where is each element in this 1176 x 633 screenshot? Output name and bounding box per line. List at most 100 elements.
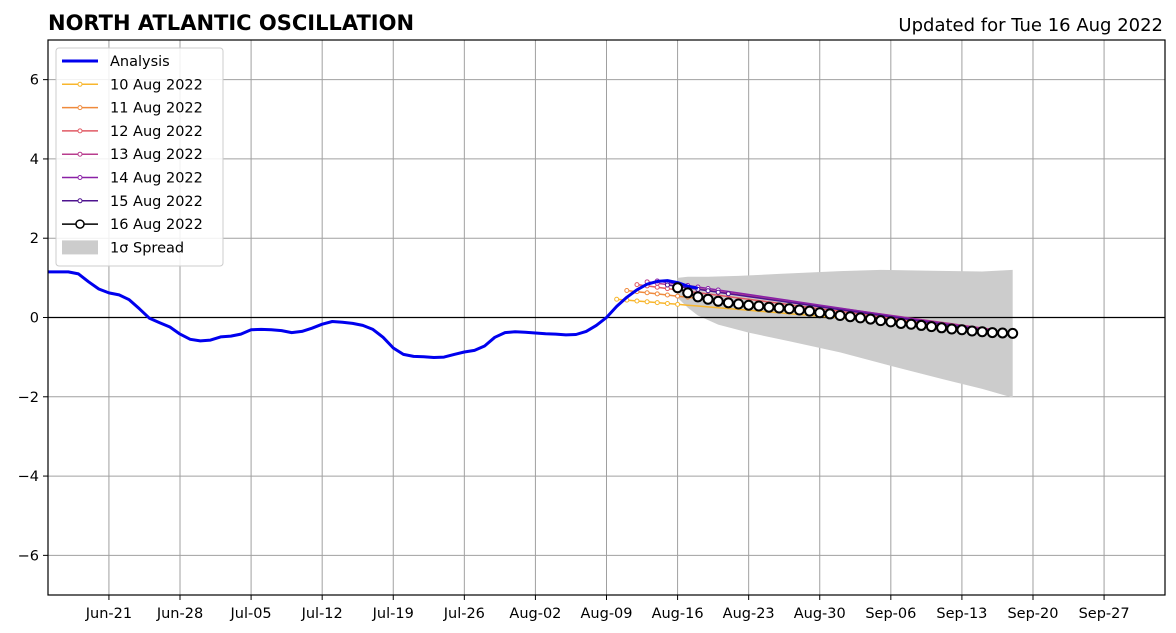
latest-forecast-point: [702, 293, 714, 305]
legend-label: 1σ Spread: [110, 240, 184, 256]
legend-marker: [77, 128, 83, 134]
legend-entry: Analysis: [62, 54, 170, 70]
legend-items: Analysis 10 Aug 2022 11 Aug 2022 12 Aug 202…: [62, 54, 203, 256]
latest-forecast-point: [997, 327, 1009, 339]
legend-label: 13 Aug 2022: [110, 147, 203, 163]
analysis-line: [48, 270, 699, 359]
legend-marker: [77, 81, 83, 87]
chart-title: NORTH ATLANTIC OSCILLATION: [48, 11, 414, 35]
x-tick-label: Aug-16: [652, 606, 704, 622]
forecast-point: [644, 299, 650, 305]
legend-label: 16 Aug 2022: [110, 217, 203, 233]
latest-forecast-point: [885, 316, 897, 328]
x-tick-label: Aug-23: [723, 606, 775, 622]
latest-forecast-point: [966, 325, 978, 337]
x-tick-label: Sep-27: [1079, 606, 1130, 622]
latest-forecast-point: [915, 319, 927, 331]
latest-forecast-point: [844, 311, 856, 323]
forecast-point: [644, 290, 650, 296]
latest-forecast-point: [733, 298, 745, 310]
forecast-point: [614, 296, 620, 302]
x-tick-label: Aug-02: [509, 606, 561, 622]
legend-label: 12 Aug 2022: [110, 124, 203, 140]
legend-label: 15 Aug 2022: [110, 194, 203, 210]
latest-forecast-point: [793, 304, 805, 316]
latest-forecast-point: [956, 324, 968, 336]
forecast-point: [624, 288, 630, 294]
legend-entry: 11 Aug 2022: [62, 101, 203, 117]
forecast-point: [654, 300, 660, 306]
legend-label: 14 Aug 2022: [110, 171, 203, 187]
legend-swatch: [62, 240, 98, 255]
forecast-point: [725, 291, 731, 297]
latest-forecast-point: [946, 323, 958, 335]
legend-box: [55, 47, 224, 267]
x-tick-label: Sep-20: [1007, 606, 1058, 622]
x-tick-label: Jul-05: [229, 606, 271, 622]
y-tick-label: −6: [18, 548, 39, 564]
forecast-point: [654, 291, 660, 297]
latest-forecast-point: [753, 300, 765, 312]
latest-forecast-point: [783, 303, 795, 315]
latest-forecast-point: [682, 287, 694, 299]
legend-entry: 1σ Spread: [62, 240, 184, 256]
legend-marker: [77, 105, 83, 111]
latest-forecast-line: [672, 282, 1019, 339]
latest-forecast-point: [763, 301, 775, 313]
latest-forecast-point: [976, 326, 988, 338]
legend-marker: [77, 198, 83, 204]
forecast-point: [664, 282, 670, 288]
legend-entry: 15 Aug 2022: [62, 194, 203, 210]
x-tick-label: Jul-19: [372, 606, 414, 622]
latest-forecast-point: [905, 318, 917, 330]
legend-label: 11 Aug 2022: [110, 101, 203, 117]
x-tick-label: Aug-30: [794, 606, 846, 622]
y-axis: 6 4 2 0 −2 −4 −6: [18, 73, 48, 564]
y-tick-label: 4: [30, 152, 39, 168]
legend-marker: [77, 151, 83, 157]
x-axis: Jun-21 Jun-28 Jul-05 Jul-12 Jul-19 Jul-26 Aug-…: [85, 595, 1130, 622]
x-tick-label: Jul-26: [443, 606, 485, 622]
legend-marker: [75, 219, 85, 229]
forecast-point: [634, 298, 640, 304]
latest-forecast-point: [925, 321, 937, 333]
latest-forecast-point: [722, 297, 734, 309]
legend-label: 10 Aug 2022: [110, 77, 203, 93]
x-tick-label: Jun-28: [156, 606, 203, 622]
forecast-point: [664, 300, 670, 306]
latest-forecast-point: [814, 307, 826, 319]
latest-forecast-point: [743, 299, 755, 311]
latest-forecast-point: [865, 313, 877, 325]
latest-forecast-point: [672, 282, 684, 294]
x-tick-label: Jul-12: [301, 606, 343, 622]
plot-area: [47, 39, 1166, 596]
latest-forecast-point: [986, 327, 998, 339]
legend-entry: 10 Aug 2022: [62, 77, 203, 93]
latest-forecast-point: [773, 302, 785, 314]
legend-entry: 12 Aug 2022: [62, 124, 203, 140]
x-tick-label: Jun-21: [85, 606, 132, 622]
legend-marker: [77, 175, 83, 180]
latest-forecast-point: [854, 312, 866, 324]
latest-forecast-point: [692, 291, 704, 303]
latest-forecast-point: [895, 317, 907, 329]
legend-entry: 13 Aug 2022: [62, 147, 203, 163]
y-tick-label: −2: [18, 390, 39, 406]
forecast-point: [664, 292, 670, 298]
latest-forecast-point: [936, 322, 948, 334]
x-tick-label: Sep-13: [936, 606, 987, 622]
latest-forecast-point: [824, 308, 836, 320]
legend-entry: 16 Aug 2022: [62, 217, 203, 233]
forecast-point: [654, 284, 660, 290]
y-tick-label: −4: [18, 469, 39, 485]
forecast-series-line: [657, 280, 993, 332]
latest-forecast-point: [1007, 327, 1019, 339]
latest-forecast-point: [875, 315, 887, 327]
forecast-point: [715, 289, 721, 295]
latest-forecast-point: [834, 310, 846, 322]
legend-entry: 14 Aug 2022: [62, 171, 203, 187]
forecast-point: [705, 288, 711, 294]
legend: Analysis 10 Aug 2022 11 Aug 2022 12 Aug 202…: [55, 47, 224, 267]
forecast-point: [675, 293, 681, 299]
